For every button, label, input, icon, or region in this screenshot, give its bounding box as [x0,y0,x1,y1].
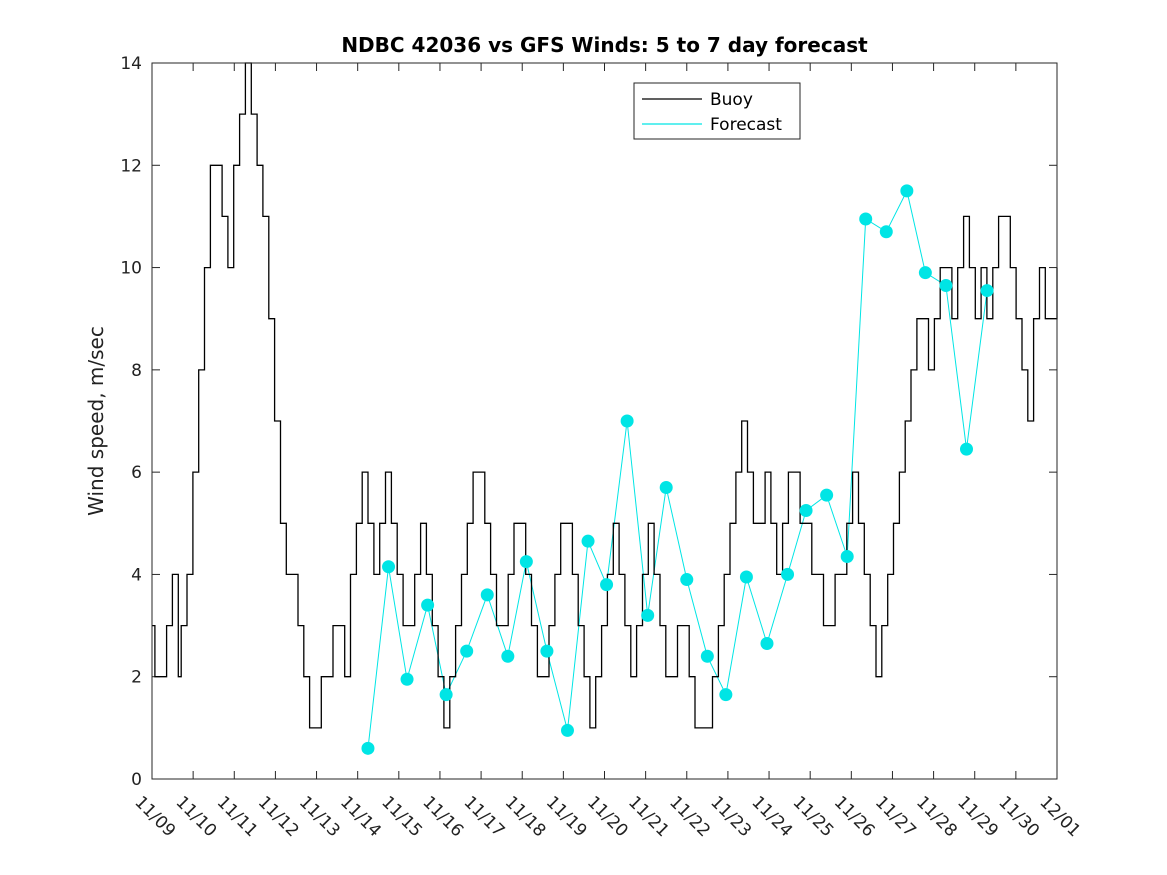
forecast-marker [421,598,435,612]
forecast-marker [540,644,554,658]
y-tick-labels: 0 2 4 6 8 10 12 14 [120,54,142,790]
forecast-marker [361,741,375,755]
forecast-marker [382,560,396,574]
forecast-marker [939,278,953,292]
legend-forecast-label: Forecast [710,115,782,135]
forecast-marker [641,608,655,622]
forecast-marker [439,688,453,702]
forecast-marker [680,573,694,587]
forecast-marker [960,442,973,456]
y-tick-label: 12 [120,156,142,176]
y-tick-label: 4 [131,565,142,585]
forecast-marker [879,225,893,239]
forecast-marker [840,550,854,564]
legend-box [633,82,801,140]
forecast-marker [560,723,574,737]
forecast-marker [859,212,873,226]
forecast-marker [581,534,595,548]
y-tick-label: 14 [120,54,142,74]
forecast-marker [900,184,914,198]
forecast-marker [480,588,494,602]
forecast-marker [781,567,795,581]
forecast-marker [600,578,614,592]
y-tick-label: 0 [131,770,142,790]
forecast-marker [918,266,932,280]
forecast-marker [980,284,994,298]
chart-title: NDBC 42036 vs GFS Winds: 5 to 7 day fore… [341,33,868,57]
forecast-marker [739,570,753,584]
y-tick-label: 8 [131,361,142,381]
plot-frame [151,62,1058,780]
forecast-markers [361,184,994,755]
legend: Buoy Forecast [633,82,801,140]
forecast-marker [400,672,414,686]
axes-ticks [151,62,1058,780]
y-tick-label: 2 [131,668,142,688]
buoy-line [152,62,1058,729]
y-tick-label: 10 [120,259,142,279]
forecast-marker [659,480,673,494]
forecast-marker [519,555,533,569]
buoy-series [152,62,1058,729]
forecast-marker [501,649,515,663]
forecast-marker [820,488,834,502]
forecast-marker [760,636,774,650]
forecast-marker [700,649,714,663]
forecast-marker [719,688,733,702]
forecast-marker [620,414,634,428]
y-axis-label: Wind speed, m/sec [84,326,108,516]
y-tick-label: 6 [131,463,142,483]
legend-buoy-label: Buoy [710,90,753,110]
forecast-marker [799,504,813,517]
plot-area [152,63,1057,779]
forecast-marker [460,644,474,658]
